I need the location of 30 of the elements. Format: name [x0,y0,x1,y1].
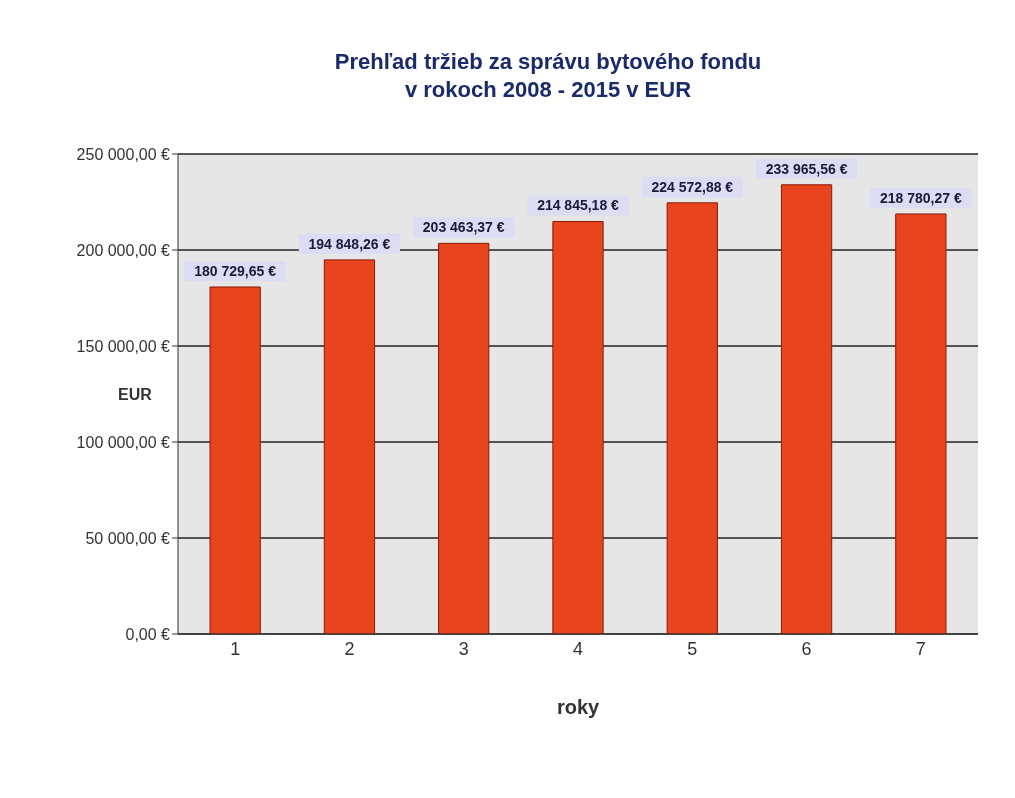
x-tick-label: 6 [801,638,812,659]
x-axis-title: roky [556,696,600,718]
x-tick-label: 4 [572,638,584,659]
x-tick-label: 7 [915,638,926,659]
y-tick-label: 0,00 € [125,625,171,643]
x-tick-label: 1 [230,638,241,659]
bar [780,184,833,634]
data-label: 233 965,56 € [765,160,848,177]
bar [323,259,376,634]
bar [438,242,490,634]
chart-title: Prehľad tržieb za správu bytového fondu v rokoch 2008 - 2015 v EUR [333,48,763,104]
x-tick-label: 5 [687,638,698,659]
bar [895,213,947,634]
y-tick-label: 50 000,00 € [85,529,171,547]
bar [552,221,604,634]
data-label: 218 780,27 € [879,189,962,206]
data-label: 180 729,65 € [194,263,277,279]
bar [666,202,718,634]
data-label: 224 572,88 € [651,178,734,195]
data-label: 194 848,26 € [308,235,391,252]
bar [209,286,261,634]
data-label: 214 845,18 € [537,197,620,214]
y-tick-label: 200 000,00 € [76,241,171,259]
y-tick-label: 250 000,00 € [76,145,171,163]
y-tick-label: 150 000,00 € [76,337,171,355]
y-axis-title: EUR [118,385,153,403]
x-tick-label: 3 [458,638,469,659]
y-tick-label: 100 000,00 € [76,433,171,451]
x-tick-label: 2 [344,638,355,659]
data-label: 203 463,37 € [422,219,505,236]
